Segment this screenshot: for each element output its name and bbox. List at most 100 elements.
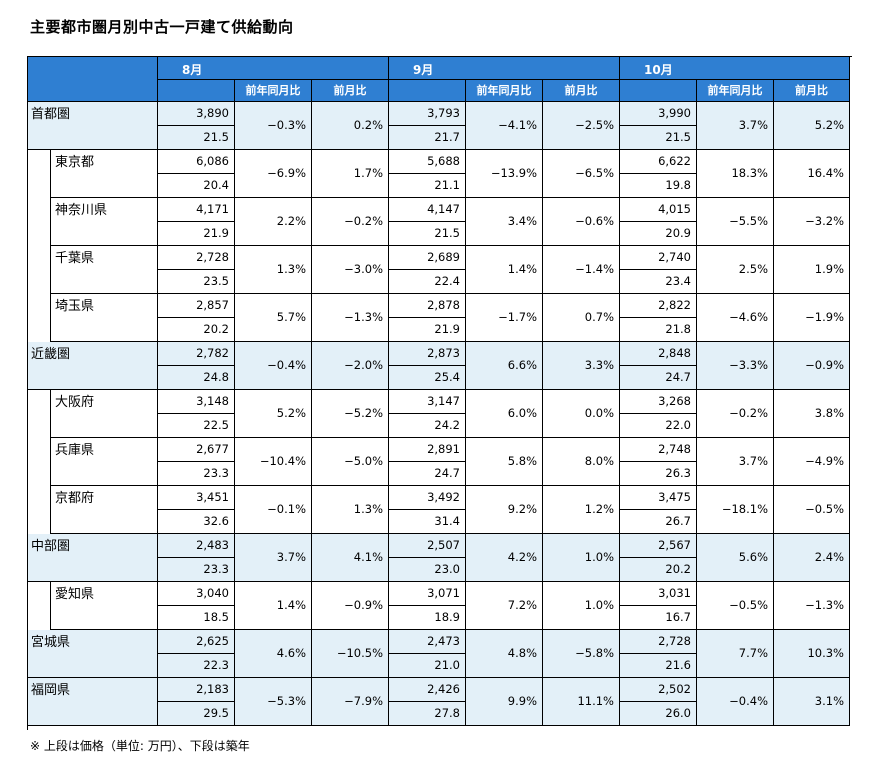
yoy-cell: −10.4%: [235, 438, 312, 486]
age-cell: 20.2: [620, 558, 697, 582]
subheader-mom: 前月比: [543, 80, 620, 102]
yoy-cell: 3.7%: [697, 102, 774, 150]
mom-cell: −5.0%: [312, 438, 389, 486]
price-cell: 2,728: [158, 246, 235, 270]
yoy-cell: 1.3%: [235, 246, 312, 294]
indent-spacer: [27, 438, 51, 486]
mom-cell: −5.8%: [543, 630, 620, 678]
region-name: 首都圏: [27, 102, 158, 150]
price-cell: 3,268: [620, 390, 697, 414]
age-cell: 22.4: [389, 270, 466, 294]
region-name: 福岡県: [27, 678, 158, 726]
age-cell: 23.3: [158, 558, 235, 582]
age-cell: 23.0: [389, 558, 466, 582]
mom-cell: 5.2%: [774, 102, 850, 150]
age-cell: 19.8: [620, 174, 697, 198]
age-cell: 22.5: [158, 414, 235, 438]
mom-cell: −0.9%: [312, 582, 389, 630]
age-cell: 16.7: [620, 606, 697, 630]
age-cell: 21.8: [620, 318, 697, 342]
price-cell: 2,848: [620, 342, 697, 366]
yoy-cell: 9.9%: [466, 678, 543, 726]
mom-cell: −4.9%: [774, 438, 850, 486]
price-cell: 3,148: [158, 390, 235, 414]
price-cell: 3,793: [389, 102, 466, 126]
age-cell: 20.2: [158, 318, 235, 342]
yoy-cell: 3.7%: [235, 534, 312, 582]
yoy-cell: −0.4%: [697, 678, 774, 726]
mom-cell: −1.9%: [774, 294, 850, 342]
mom-cell: 1.2%: [543, 486, 620, 534]
yoy-cell: 5.6%: [697, 534, 774, 582]
indent-spacer: [27, 150, 51, 198]
mom-cell: −5.2%: [312, 390, 389, 438]
age-cell: 21.5: [389, 222, 466, 246]
price-cell: 3,990: [620, 102, 697, 126]
yoy-cell: 3.4%: [466, 198, 543, 246]
age-cell: 22.0: [620, 414, 697, 438]
mom-cell: 4.1%: [312, 534, 389, 582]
indent-spacer: [27, 246, 51, 294]
price-cell: 4,171: [158, 198, 235, 222]
prefecture-name: 大阪府: [51, 390, 158, 438]
mom-cell: 2.4%: [774, 534, 850, 582]
price-cell: 4,015: [620, 198, 697, 222]
mom-cell: 0.0%: [543, 390, 620, 438]
price-cell: 3,147: [389, 390, 466, 414]
subheader-mom: 前月比: [312, 80, 389, 102]
yoy-cell: −13.9%: [466, 150, 543, 198]
mom-cell: −6.5%: [543, 150, 620, 198]
mom-cell: 1.9%: [774, 246, 850, 294]
mom-cell: 3.3%: [543, 342, 620, 390]
age-cell: 21.6: [620, 654, 697, 678]
price-cell: 2,625: [158, 630, 235, 654]
subheader-yoy: 前年同月比: [466, 80, 543, 102]
price-cell: 2,483: [158, 534, 235, 558]
age-cell: 21.5: [158, 126, 235, 150]
age-cell: 21.0: [389, 654, 466, 678]
age-cell: 24.7: [389, 462, 466, 486]
prefecture-name: 埼玉県: [51, 294, 158, 342]
price-cell: 2,878: [389, 294, 466, 318]
price-cell: 3,492: [389, 486, 466, 510]
yoy-cell: −18.1%: [697, 486, 774, 534]
price-cell: 4,147: [389, 198, 466, 222]
age-cell: 27.8: [389, 702, 466, 726]
yoy-cell: 4.2%: [466, 534, 543, 582]
mom-cell: 1.0%: [543, 534, 620, 582]
yoy-cell: 18.3%: [697, 150, 774, 198]
price-cell: 3,071: [389, 582, 466, 606]
mom-cell: 3.1%: [774, 678, 850, 726]
price-cell: 2,502: [620, 678, 697, 702]
mom-cell: −1.4%: [543, 246, 620, 294]
age-cell: 20.9: [620, 222, 697, 246]
price-cell: 2,567: [620, 534, 697, 558]
age-cell: 21.7: [389, 126, 466, 150]
age-cell: 26.3: [620, 462, 697, 486]
yoy-cell: −5.5%: [697, 198, 774, 246]
price-cell: 3,890: [158, 102, 235, 126]
mom-cell: 3.8%: [774, 390, 850, 438]
subheader-yoy: 前年同月比: [235, 80, 312, 102]
yoy-cell: −6.9%: [235, 150, 312, 198]
mom-cell: −10.5%: [312, 630, 389, 678]
price-cell: 2,782: [158, 342, 235, 366]
age-cell: 23.4: [620, 270, 697, 294]
mom-cell: 11.1%: [543, 678, 620, 726]
mom-cell: 16.4%: [774, 150, 850, 198]
mom-cell: −2.5%: [543, 102, 620, 150]
mom-cell: 1.7%: [312, 150, 389, 198]
price-cell: 3,031: [620, 582, 697, 606]
mom-cell: 1.3%: [312, 486, 389, 534]
age-cell: 32.6: [158, 510, 235, 534]
age-cell: 31.4: [389, 510, 466, 534]
age-cell: 29.5: [158, 702, 235, 726]
age-cell: 26.0: [620, 702, 697, 726]
price-cell: 2,507: [389, 534, 466, 558]
subheader-blank: [389, 80, 466, 102]
mom-cell: −0.2%: [312, 198, 389, 246]
age-cell: 21.1: [389, 174, 466, 198]
mom-cell: −3.2%: [774, 198, 850, 246]
yoy-cell: −0.2%: [697, 390, 774, 438]
